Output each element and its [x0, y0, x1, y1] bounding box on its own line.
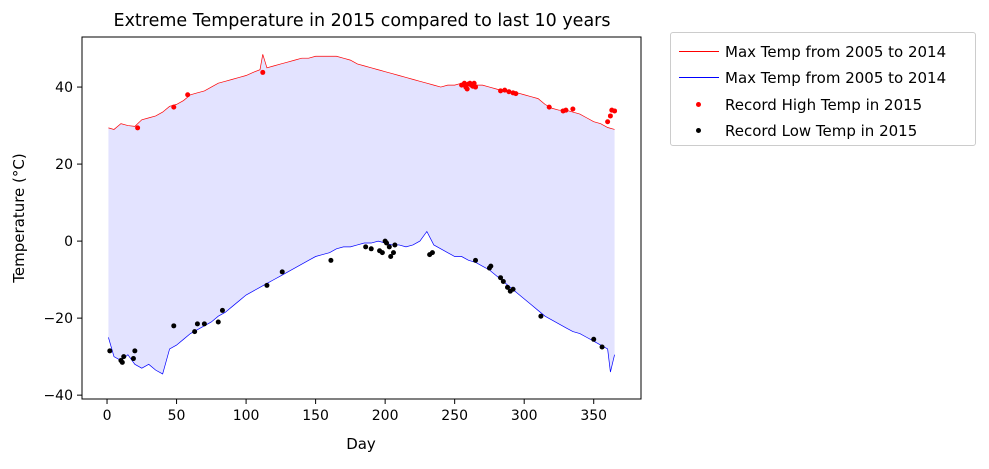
record-low-point	[538, 313, 544, 319]
record-low-point	[121, 354, 127, 360]
record-low-point	[201, 321, 207, 327]
record-high-point	[185, 92, 191, 98]
record-high-point	[471, 80, 477, 86]
record-low-point	[386, 244, 392, 250]
record-low-point	[328, 257, 334, 263]
x-tick-label: 250	[441, 408, 468, 424]
y-tick-label: 40	[55, 80, 73, 96]
record-low-point	[192, 329, 198, 335]
y-tick-label: 0	[64, 234, 73, 250]
legend-label-blue-line: Max Temp from 2005 to 2014	[725, 69, 947, 87]
chart-title: Extreme Temperature in 2015 compared to …	[114, 11, 611, 31]
x-tick-label: 0	[103, 408, 112, 424]
record-high-point	[563, 107, 569, 113]
legend-swatch-record-high	[679, 94, 719, 116]
record-low-point	[219, 307, 225, 313]
record-low-point	[171, 323, 177, 329]
x-axis-label: Day	[346, 435, 376, 453]
legend-label-record-low: Record Low Temp in 2015	[725, 122, 918, 140]
record-high-point	[506, 89, 512, 95]
record-low-point	[591, 336, 597, 342]
record-low-point	[498, 275, 504, 281]
y-tick-label: −40	[43, 388, 73, 404]
record-low-point	[130, 356, 136, 362]
legend-swatch-red-line	[679, 41, 719, 63]
legend-swatch-blue-line	[679, 67, 719, 89]
legend-swatch-record-low	[679, 120, 719, 142]
record-low-point	[363, 244, 369, 250]
x-tick-label: 150	[302, 408, 329, 424]
plot-frame	[81, 36, 642, 400]
x-tick-label: 300	[511, 408, 538, 424]
legend-label-red-line: Max Temp from 2005 to 2014	[725, 43, 947, 61]
record-low-point	[279, 269, 285, 275]
axes: 0 50 100 150 200 250 300 350 −40 −20 0 20 40	[43, 80, 607, 424]
fill-between-area	[108, 54, 615, 374]
legend-item-record-low: Record Low Temp in 2015	[671, 120, 975, 142]
record-low-point	[132, 348, 138, 354]
x-tick-label: 350	[580, 408, 607, 424]
record-high-point	[461, 80, 467, 86]
record-high-point	[570, 106, 576, 112]
record-low-point	[388, 254, 394, 260]
record-high-point	[546, 104, 552, 110]
record-low-point	[510, 286, 516, 292]
record-low-point	[215, 319, 221, 325]
record-low-point	[264, 282, 270, 288]
record-high-point	[498, 88, 504, 94]
record-high-point	[260, 69, 266, 75]
record-low-point	[194, 321, 200, 327]
record-low-point	[429, 250, 435, 256]
legend-label-record-high: Record High Temp in 2015	[725, 96, 923, 114]
y-tick-label: 20	[55, 157, 73, 173]
legend: Max Temp from 2005 to 2014 Max Temp from…	[670, 32, 976, 146]
record-high-point	[607, 113, 613, 119]
record-high-point	[605, 119, 611, 125]
record-high-point	[513, 91, 519, 97]
legend-item-record-high: Record High Temp in 2015	[671, 94, 975, 116]
record-low-point	[488, 263, 494, 269]
record-low-point	[505, 284, 511, 290]
record-low-point	[107, 348, 113, 354]
record-high-point	[171, 104, 177, 110]
x-tick-label: 200	[372, 408, 399, 424]
plot-area	[107, 54, 618, 375]
record-low-point	[379, 250, 385, 256]
record-high-point	[502, 87, 508, 93]
record-high-point	[135, 125, 141, 131]
record-low-point	[384, 240, 390, 246]
record-low-point	[473, 257, 479, 263]
record-low-point	[368, 246, 374, 252]
record-high-point	[473, 84, 479, 90]
record-high-point	[464, 86, 470, 92]
legend-item-blue-line: Max Temp from 2005 to 2014	[671, 67, 975, 89]
record-low-point	[500, 279, 506, 285]
record-low-point	[599, 344, 605, 350]
y-axis-label: Temperature (°C)	[10, 153, 28, 283]
x-tick-label: 50	[168, 408, 186, 424]
record-low-point	[119, 359, 125, 365]
record-high-point	[612, 108, 618, 114]
x-tick-label: 100	[233, 408, 260, 424]
y-tick-label: −20	[43, 311, 73, 327]
record-low-point	[392, 242, 398, 248]
record-low-point	[390, 250, 396, 256]
series-line-high	[108, 54, 615, 130]
legend-item-red-line: Max Temp from 2005 to 2014	[671, 41, 975, 63]
